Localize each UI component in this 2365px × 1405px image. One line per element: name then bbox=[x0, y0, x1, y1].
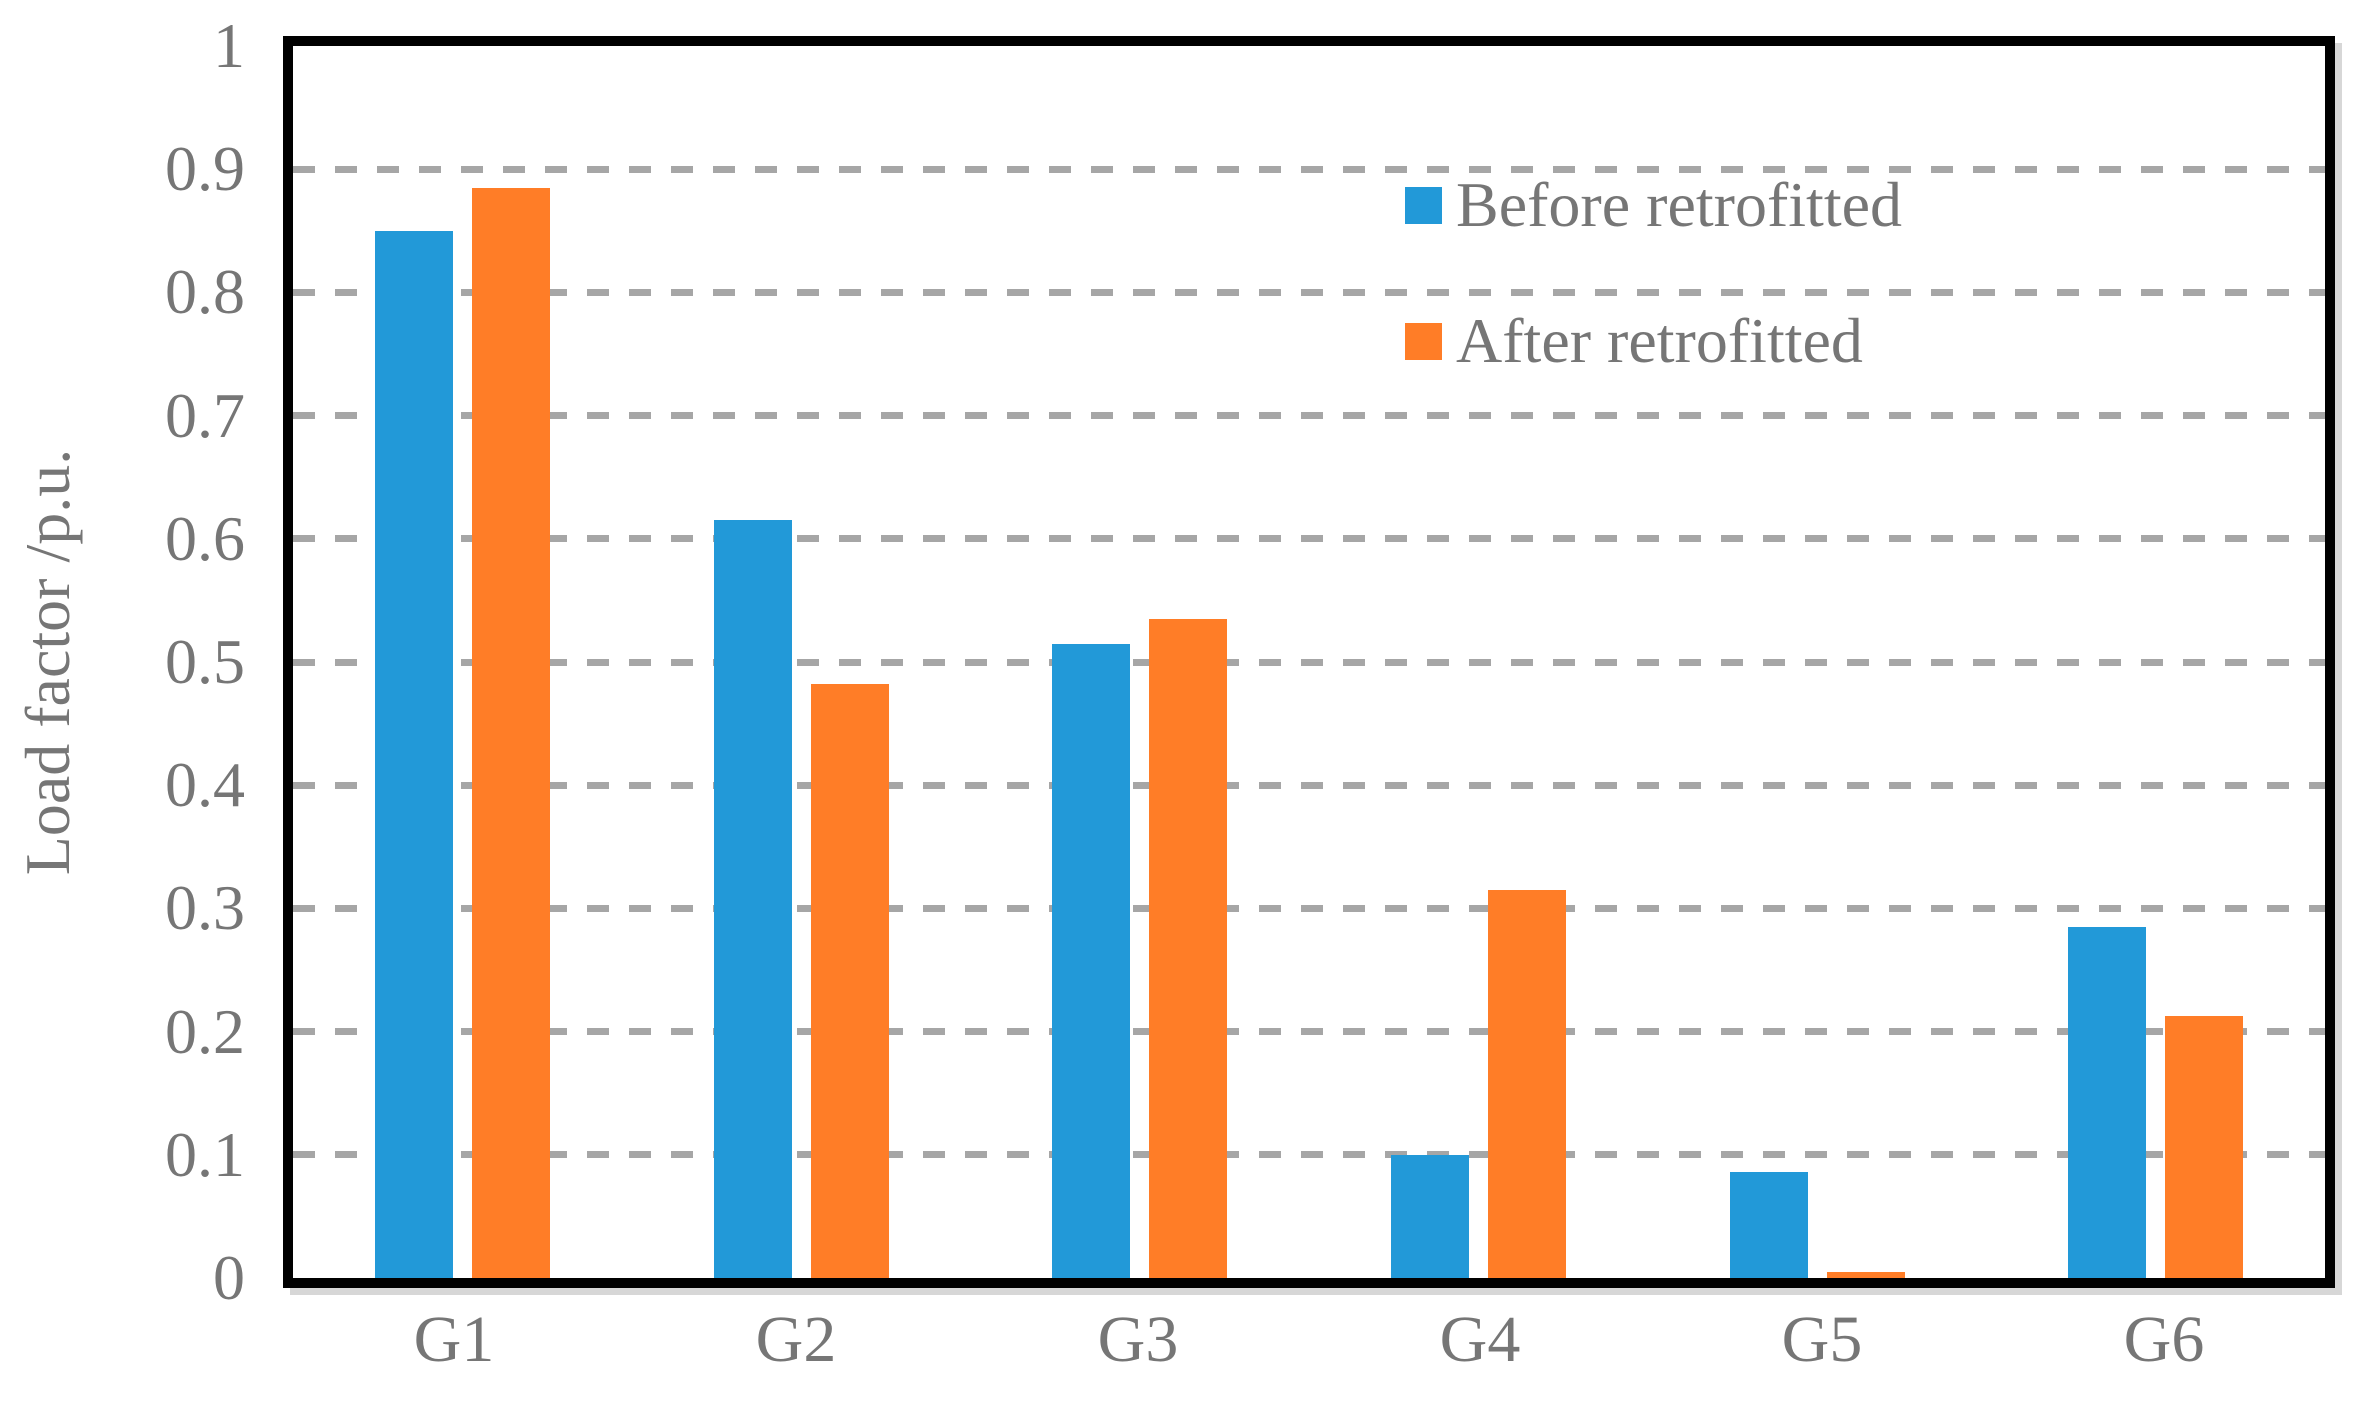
bar-before-G1 bbox=[374, 230, 453, 1278]
x-tick-label-G2: G2 bbox=[755, 1303, 837, 1376]
x-axis-labels: G1 G2 G3 G4 G5 G6 bbox=[283, 1302, 2335, 1378]
y-tick-label-0.9: 0.9 bbox=[165, 133, 245, 205]
gridline-0.8 bbox=[293, 288, 2325, 296]
gridline-0.5 bbox=[293, 658, 2325, 666]
x-tick-label-G3: G3 bbox=[1097, 1303, 1179, 1376]
bar-after-G3 bbox=[1149, 618, 1228, 1278]
x-tick-label-G4: G4 bbox=[1439, 1303, 1521, 1376]
gridline-0.1 bbox=[293, 1151, 2325, 1159]
bar-before-G4 bbox=[1390, 1154, 1469, 1278]
legend-swatch-after-icon bbox=[1405, 322, 1442, 360]
bar-group-G2 bbox=[632, 46, 971, 1278]
gridline-0.4 bbox=[293, 781, 2325, 789]
bar-group-G1 bbox=[293, 46, 632, 1278]
bar-groups bbox=[293, 46, 2325, 1278]
bar-after-G4 bbox=[1487, 889, 1566, 1278]
bar-after-G6 bbox=[2165, 1015, 2244, 1278]
legend-swatch-before-icon bbox=[1405, 186, 1442, 224]
legend-item-before: Before retrofitted bbox=[1405, 168, 1902, 242]
y-tick-label-0.4: 0.4 bbox=[165, 749, 245, 821]
y-tick-label-0.3: 0.3 bbox=[165, 872, 245, 944]
gridline-0.7 bbox=[293, 412, 2325, 420]
y-tick-label-0.6: 0.6 bbox=[165, 502, 245, 574]
bar-before-G5 bbox=[1729, 1172, 1808, 1278]
y-tick-label-0.5: 0.5 bbox=[165, 626, 245, 697]
gridline-0.2 bbox=[293, 1028, 2325, 1036]
x-tick-label-G1: G1 bbox=[413, 1303, 495, 1376]
bar-after-G1 bbox=[471, 187, 550, 1278]
y-tick-label-0.8: 0.8 bbox=[165, 256, 245, 328]
bar-group-G4 bbox=[1309, 46, 1648, 1278]
plot-area: Before retrofitted After retrofitted bbox=[283, 36, 2335, 1288]
bar-group-G3 bbox=[970, 46, 1309, 1278]
y-tick-label-0: 0 bbox=[213, 1242, 245, 1313]
x-tick-label-G5: G5 bbox=[1781, 1303, 1863, 1376]
bar-before-G6 bbox=[2068, 926, 2147, 1278]
bar-before-G2 bbox=[713, 520, 792, 1278]
gridline-0.3 bbox=[293, 904, 2325, 912]
y-tick-label-1: 1 bbox=[213, 10, 245, 81]
gridline-0.6 bbox=[293, 535, 2325, 543]
gridlines bbox=[293, 46, 2325, 1278]
bar-group-G6 bbox=[1986, 46, 2325, 1278]
bar-after-G5 bbox=[1826, 1271, 1905, 1278]
y-tick-label-0.2: 0.2 bbox=[165, 995, 245, 1067]
legend: Before retrofitted After retrofitted bbox=[1405, 168, 1902, 378]
x-tick-label-G6: G6 bbox=[2123, 1303, 2205, 1376]
bar-before-G3 bbox=[1052, 643, 1131, 1278]
bar-after-G2 bbox=[810, 684, 889, 1278]
legend-label-after: After retrofitted bbox=[1456, 305, 1863, 376]
legend-item-after: After retrofitted bbox=[1405, 304, 1902, 378]
y-axis-tick-labels: 0 0.1 0.2 0.3 0.4 0.5 0.6 0.7 0.8 0.9 1 bbox=[0, 10, 265, 1313]
gridline-0.9 bbox=[293, 165, 2325, 173]
bar-group-G5 bbox=[1648, 46, 1987, 1278]
legend-label-before: Before retrofitted bbox=[1456, 169, 1902, 240]
y-tick-label-0.7: 0.7 bbox=[165, 379, 245, 451]
y-tick-label-0.1: 0.1 bbox=[165, 1118, 245, 1190]
